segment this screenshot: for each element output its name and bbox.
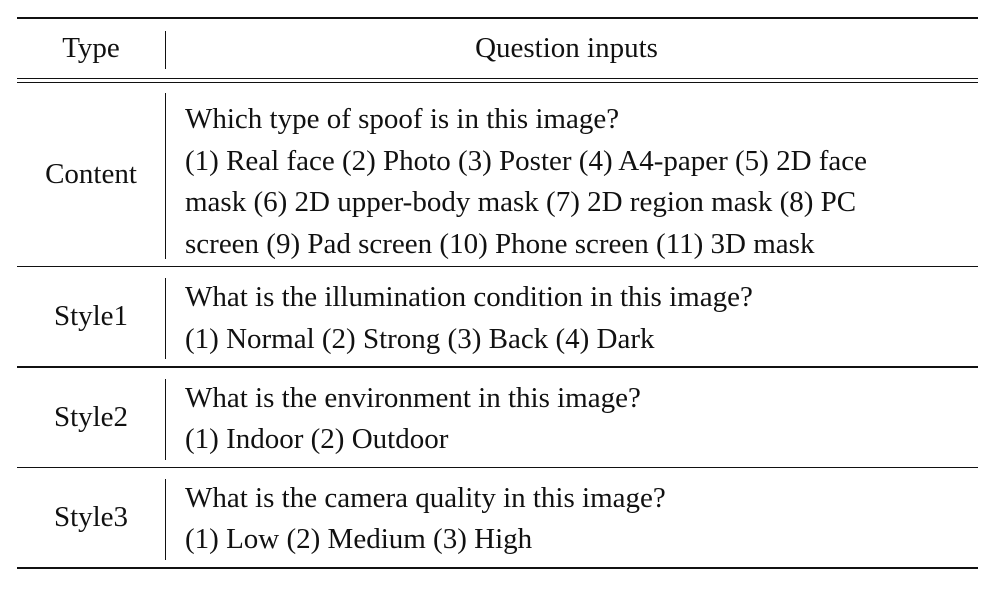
- header-type: Type: [62, 32, 120, 64]
- row-rule: [17, 266, 978, 268]
- header-question-inputs: Question inputs: [165, 19, 978, 78]
- row-type-label: Style3: [53, 500, 129, 533]
- row-rule: [17, 466, 978, 468]
- header-double-rule: [17, 78, 978, 83]
- column-divider: [165, 31, 167, 69]
- row-question-text: What is the illumination condition in th…: [185, 281, 753, 314]
- row-question-text: What is the camera quality in this image…: [185, 481, 666, 514]
- table-row-style1: Style1 What is the illumination conditio…: [17, 267, 978, 366]
- table-row-style3: Style3 What is the camera quality in thi…: [17, 468, 978, 567]
- column-divider: [165, 378, 167, 460]
- row-options-line: (1) Low (2) Medium (3) High: [185, 523, 533, 556]
- column-divider: [165, 93, 167, 259]
- row-type-label: Style2: [53, 400, 129, 433]
- row-options-line: (1) Real face (2) Photo (3) Poster (4) A…: [185, 144, 868, 177]
- row-options-line: (1) Indoor (2) Outdoor: [185, 423, 449, 456]
- row-options-line: (1) Normal (2) Strong (3) Back (4) Dark: [185, 322, 655, 355]
- column-divider: [165, 278, 167, 360]
- header-question-label: Question inputs: [475, 31, 658, 64]
- row-question-text: Which type of spoof is in this image?: [185, 103, 620, 135]
- row-options-line: mask (6) 2D upper-body mask (7) 2D regio…: [185, 186, 857, 218]
- row-rule: [17, 366, 978, 368]
- column-divider: [165, 478, 167, 560]
- question-inputs-table: Type Question inputs Content Which type …: [17, 17, 978, 569]
- row-options-line: screen (9) Pad screen (10) Phone screen …: [185, 227, 815, 260]
- bottom-rule: [17, 566, 978, 569]
- row-question-text: What is the environment in this image?: [185, 381, 641, 414]
- row-question-cell: What is the illumination condition in th…: [165, 267, 978, 366]
- top-rule: [17, 17, 978, 19]
- row-type-label: Content: [45, 158, 137, 190]
- table-row-content: Content Which type of spoof is in this i…: [17, 83, 978, 266]
- row-question-cell: Which type of spoof is in this image? (1…: [165, 83, 978, 266]
- table-row-style2: Style2 What is the environment in this i…: [17, 368, 978, 467]
- row-question-cell: What is the environment in this image? (…: [165, 368, 978, 467]
- row-type-label: Style1: [53, 300, 129, 333]
- row-question-cell: What is the camera quality in this image…: [165, 468, 978, 567]
- header-row: Type Question inputs: [17, 19, 978, 78]
